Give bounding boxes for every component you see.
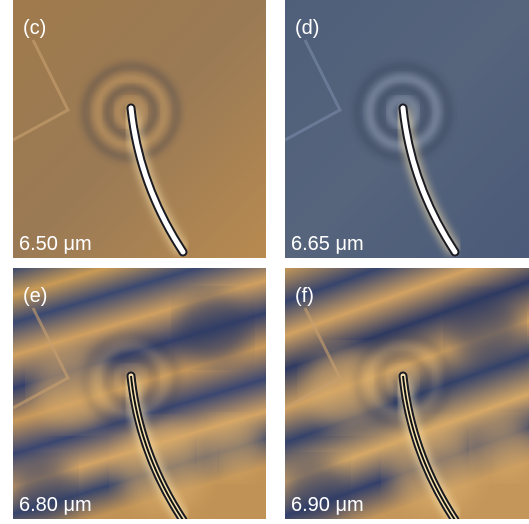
panel-label: (c): [23, 17, 46, 39]
image-panel: (f) 6.90 μm: [285, 268, 529, 519]
page: {"panels": [ {"label": "(c)", "wavelengt…: [0, 0, 529, 519]
panel-label: (e): [23, 285, 47, 307]
figure: (c) 6.50 μm (d) 6.65 μm (e) 6.80 μm (f) 6.90 μm: [0, 0, 529, 519]
texture-blob: [450, 293, 520, 363]
wavelength-label: 6.80 μm: [19, 494, 92, 516]
wavelength-label: 6.65 μm: [291, 233, 364, 255]
image-panel: (c) 6.50 μm: [13, 0, 266, 258]
image-panel: (e) 6.80 μm: [13, 268, 266, 519]
image-panel: (d) 6.65 μm: [285, 0, 529, 258]
panel-label: (d): [295, 17, 319, 39]
texture-blob: [178, 293, 248, 363]
wavelength-label: 6.50 μm: [19, 233, 92, 255]
panel-label: (f): [295, 285, 314, 307]
wavelength-label: 6.90 μm: [291, 494, 364, 516]
texture-blob: [203, 418, 263, 478]
